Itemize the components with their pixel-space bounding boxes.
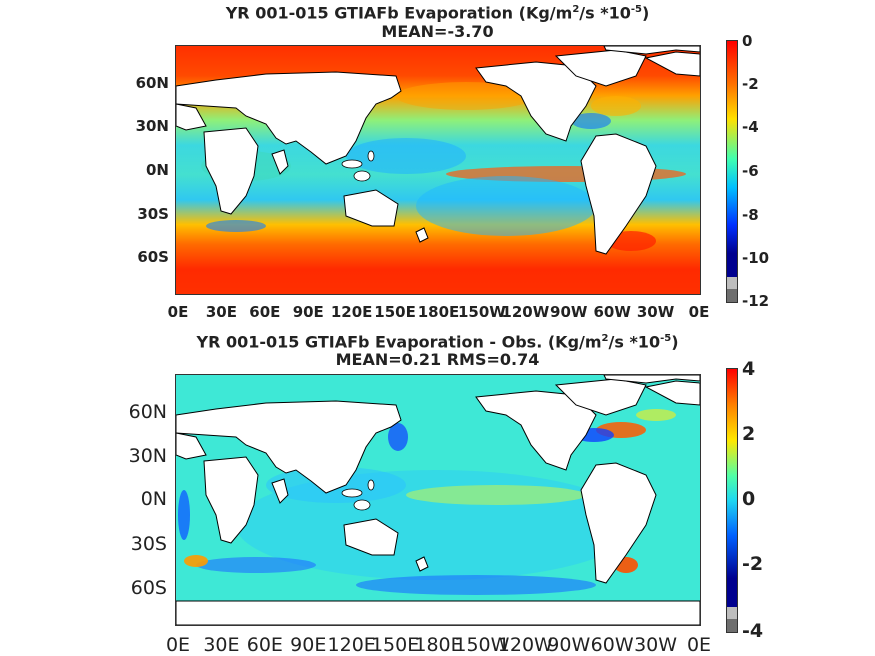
bottom-colorbar-tick: 0: [742, 488, 756, 510]
top-lon-label: 0E: [167, 303, 189, 321]
bottom-lon-label: 30E: [203, 634, 240, 656]
top-colorbar-tick: 0: [742, 32, 753, 50]
bottom-colorbar-tick: -4: [742, 620, 764, 642]
bottom-lon-label: 120W: [497, 634, 553, 656]
top-lon-label: 180E: [417, 303, 460, 321]
top-colorbar-tick: -2: [742, 75, 759, 93]
bottom-colorbar-tick: 4: [742, 358, 756, 380]
top-colorbar-tick: -12: [742, 292, 770, 310]
bottom-lon-label: 0E: [165, 634, 191, 656]
top-lon-label: 90W: [550, 303, 588, 321]
bottom-lon-label: 150E: [370, 634, 420, 656]
top-lon-label: 120W: [501, 303, 550, 321]
top-lon-label: 120E: [330, 303, 373, 321]
top-colorbar-tick: -4: [742, 118, 759, 136]
top-colorbar: [726, 40, 738, 303]
top-colorbar-tick: -6: [742, 162, 759, 180]
top-lon-label: 150W: [457, 303, 506, 321]
top-lon-label: 60E: [249, 303, 281, 321]
bottom-lat-label: 30N: [128, 445, 167, 467]
bottom-lon-label: 90W: [547, 634, 591, 656]
bottom-lat-label: 60S: [130, 577, 167, 599]
bottom-colorbar: [726, 368, 738, 633]
top-lon-label: 150E: [374, 303, 416, 321]
bottom-bias-map: [175, 374, 701, 626]
bottom-lon-label: 120E: [327, 634, 376, 656]
bottom-lon-label: 30W: [634, 634, 678, 656]
bottom-land: [176, 375, 700, 625]
bottom-lon-label: 60E: [246, 634, 283, 656]
top-colorbar-tick: -8: [742, 206, 759, 224]
top-title-line2: MEAN=-3.70: [381, 22, 494, 41]
bottom-lon-label: 60W: [590, 634, 634, 656]
bottom-lat-label: 0N: [140, 488, 167, 510]
bottom-lon-label: 0E: [686, 634, 712, 656]
bottom-title-line1: YR 001-015 GTIAFb Evaporation - Obs. (Kg…: [196, 332, 679, 352]
bottom-lat-label: 60N: [128, 401, 167, 423]
top-lat-label: 30S: [137, 205, 169, 223]
top-lat-label: 60N: [135, 74, 169, 92]
top-evaporation-map: [175, 45, 701, 295]
top-lon-label: 0E: [688, 303, 710, 321]
bottom-colorbar-tick: -2: [742, 553, 764, 575]
bottom-colorbar-tick: 2: [742, 423, 756, 445]
top-lat-label: 0N: [146, 161, 169, 179]
bottom-lon-label: 150W: [454, 634, 510, 656]
top-lat-label: 60S: [137, 248, 169, 266]
bottom-lon-label: 90E: [290, 634, 327, 656]
bottom-title-line2: MEAN=0.21 RMS=0.74: [335, 350, 540, 369]
top-lon-label: 30E: [205, 303, 237, 321]
bottom-lat-label: 30S: [130, 533, 167, 555]
top-title-line1: YR 001-015 GTIAFb Evaporation (Kg/m2/s *…: [225, 3, 650, 23]
top-lat-label: 30N: [135, 117, 169, 135]
top-lon-label: 90E: [292, 303, 324, 321]
top-colorbar-tick: -10: [742, 249, 770, 267]
top-lon-label: 30W: [636, 303, 675, 321]
top-lon-label: 60W: [593, 303, 631, 321]
top-land: [176, 46, 700, 255]
bottom-lon-label: 180E: [414, 634, 463, 656]
